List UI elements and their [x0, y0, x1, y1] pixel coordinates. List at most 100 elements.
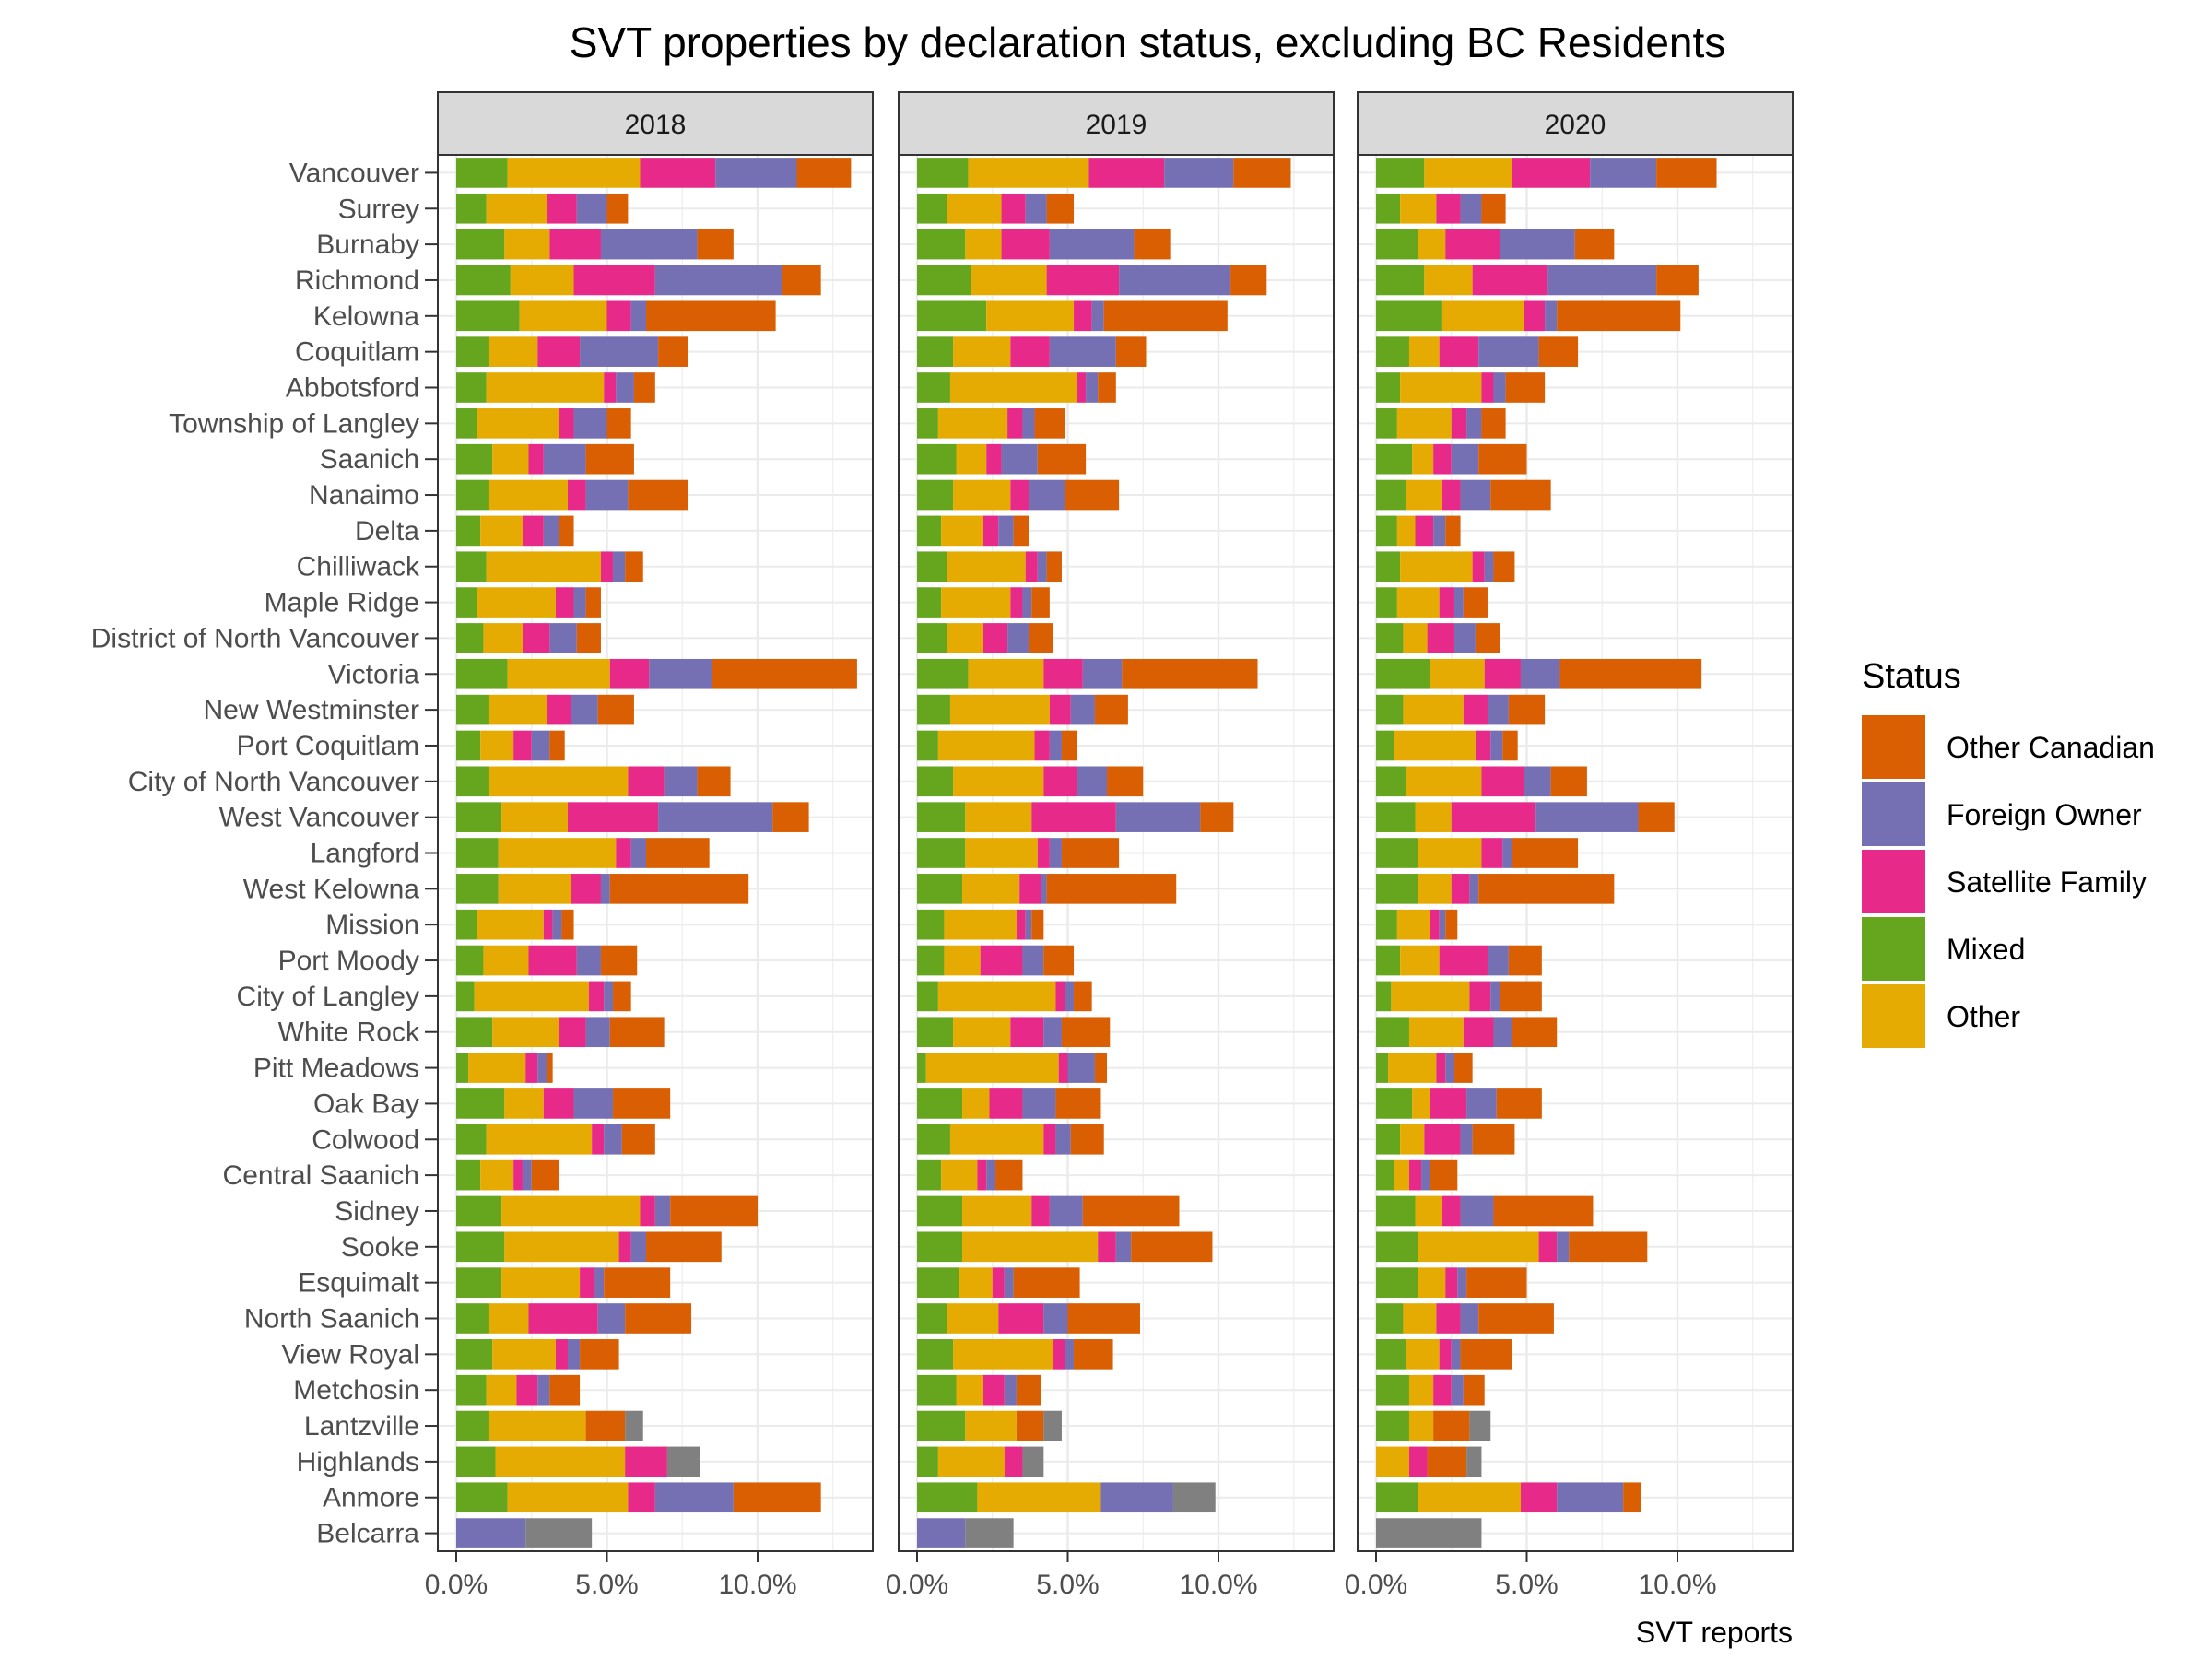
bar-2019-surrey-satellite-family: [1001, 193, 1026, 224]
bar-2020-port-moody-other: [1400, 945, 1440, 976]
bar-2018-port-moody-other: [483, 945, 529, 976]
bar-2019-sidney-other-canadian: [1082, 1195, 1180, 1227]
bar-2019-richmond-foreign-owner: [1119, 265, 1231, 296]
bar-2020-mission-other-canadian: [1445, 909, 1458, 940]
bar-2020-pitt-meadows-mixed: [1376, 1053, 1389, 1083]
bar-2018-coquitlam-other-canadian: [658, 336, 688, 367]
bar-2020-north-saanich-other: [1403, 1303, 1437, 1334]
bar-2018-coquitlam-mixed: [456, 336, 489, 367]
bar-2018-central-saanich-foreign-owner: [522, 1159, 532, 1191]
bar-2019-maple-ridge-other-canadian: [1031, 587, 1050, 618]
bar-2018-highlands-unlabeled: [666, 1446, 700, 1477]
bar-2020-port-coquitlam-mixed: [1376, 730, 1394, 761]
bar-2019-delta-satellite-family: [982, 515, 999, 547]
bar-2020-abbotsford-mixed: [1376, 372, 1401, 403]
bar-2020-north-saanich-satellite-family: [1436, 1303, 1461, 1334]
bar-2019-chilliwack-satellite-family: [1025, 551, 1038, 582]
bar-2020-anmore-other: [1418, 1482, 1521, 1513]
bar-2019-belcarra-foreign-owner: [917, 1518, 966, 1548]
bar-2020-esquimalt-satellite-family: [1445, 1267, 1458, 1298]
bar-2020-victoria-other-canadian: [1559, 658, 1702, 689]
bar-2020-richmond-foreign-owner: [1547, 265, 1657, 296]
bar-2019-city-of-langley-foreign-owner: [1065, 981, 1075, 1012]
bar-2019-pitt-meadows-other: [925, 1053, 1059, 1083]
bar-2018-sidney-other: [501, 1195, 641, 1227]
bar-2018-anmore-other-canadian: [733, 1482, 821, 1513]
bar-2019-west-vancouver-satellite-family: [1031, 802, 1116, 832]
legend-key-foreign-owner: [1862, 782, 1925, 846]
bar-2019-view-royal-other: [953, 1339, 1053, 1370]
bar-2019-west-vancouver-foreign-owner: [1115, 802, 1201, 832]
bar-2020-port-moody-satellite-family: [1439, 945, 1488, 976]
bar-2020-victoria-satellite-family: [1484, 658, 1521, 689]
bar-2020-lantzville-mixed: [1376, 1410, 1409, 1441]
bar-2018-esquimalt-satellite-family: [580, 1267, 595, 1298]
bar-2018-langford-satellite-family: [616, 838, 631, 868]
bar-2019-maple-ridge-other: [941, 587, 1011, 618]
bar-2020-vancouver-other-canadian: [1656, 158, 1717, 188]
x-axis-title: SVT reports: [1636, 1616, 1793, 1649]
bar-2018-colwood-satellite-family: [592, 1124, 605, 1155]
bar-2020-coquitlam-satellite-family: [1439, 336, 1479, 367]
bar-2020-west-kelowna-mixed: [1376, 874, 1418, 904]
bar-2019-sooke-foreign-owner: [1115, 1231, 1132, 1263]
bar-2019-kelowna-other: [986, 300, 1075, 332]
bar-2018-maple-ridge-mixed: [456, 587, 477, 618]
bar-2020-sidney-other: [1415, 1195, 1442, 1227]
bar-2020-lantzville-unlabeled: [1469, 1410, 1491, 1441]
bar-2019-nanaimo-foreign-owner: [1028, 479, 1065, 511]
bar-2020-district-of-north-vancouver-mixed: [1376, 623, 1404, 653]
y-tick-label-saanich: Saanich: [320, 444, 419, 475]
bar-2019-richmond-other-canadian: [1230, 265, 1267, 296]
bar-2018-north-saanich-other: [488, 1303, 529, 1334]
bar-2019-richmond-satellite-family: [1046, 265, 1120, 296]
bar-2019-lantzville-other-canadian: [1016, 1410, 1044, 1441]
bar-2019-colwood-other-canadian: [1070, 1124, 1104, 1155]
bar-2018-white-rock-foreign-owner: [585, 1017, 610, 1048]
legend-label-other: Other: [1947, 1000, 2020, 1033]
bar-2018-nanaimo-foreign-owner: [585, 479, 629, 511]
bar-2020-chilliwack-other: [1400, 551, 1473, 582]
category-labels: Vancouver Surrey Burnaby Richmond Kelowna Coq…: [91, 158, 438, 1549]
bar-2019-west-kelowna-other: [962, 874, 1020, 904]
bar-2018-new-westminster-satellite-family: [547, 694, 571, 725]
bar-2020-highlands-satellite-family: [1408, 1446, 1428, 1477]
y-tick-label-richmond: Richmond: [295, 265, 419, 296]
bar-2020-city-of-north-vancouver-other: [1406, 766, 1482, 797]
bar-2019-surrey-other: [947, 193, 1002, 224]
bar-2018-district-of-north-vancouver-other-canadian: [576, 623, 601, 653]
bar-2020-central-saanich-foreign-owner: [1421, 1159, 1430, 1191]
bar-2020-city-of-langley-other: [1391, 981, 1470, 1012]
bar-2020-maple-ridge-other: [1396, 587, 1440, 618]
bar-2019-maple-ridge-foreign-owner: [1022, 587, 1032, 618]
bar-2018-burnaby-mixed: [456, 229, 505, 260]
bar-2019-west-kelowna-mixed: [917, 874, 963, 904]
bar-2018-sooke-satellite-family: [618, 1231, 631, 1263]
bar-2018-metchosin-satellite-family: [516, 1374, 538, 1406]
bar-2019-abbotsford-mixed: [917, 372, 950, 403]
bar-2020-coquitlam-mixed: [1376, 336, 1409, 367]
y-tick-label-city-of-langley: City of Langley: [237, 982, 419, 1012]
bar-2020-vancouver-satellite-family: [1512, 158, 1591, 188]
bar-2019-langford-foreign-owner: [1049, 838, 1062, 868]
bar-2020-vancouver-foreign-owner: [1590, 158, 1657, 188]
bar-2019-burnaby-satellite-family: [1001, 229, 1050, 260]
bar-2020-white-rock-mixed: [1376, 1017, 1409, 1048]
panel-border-2020: [1357, 154, 1794, 1552]
bar-2018-richmond-foreign-owner: [654, 265, 782, 296]
y-tick-label-lantzville: Lantzville: [304, 1411, 419, 1441]
bar-2020-oak-bay-foreign-owner: [1466, 1088, 1497, 1119]
y-tick-label-port-coquitlam: Port Coquitlam: [237, 731, 419, 761]
bar-2020-kelowna-satellite-family: [1524, 300, 1546, 332]
bar-2018-west-kelowna-other: [498, 874, 571, 904]
bar-2020-coquitlam-other: [1408, 336, 1440, 367]
bar-2019-metchosin-foreign-owner: [1004, 1374, 1017, 1406]
bar-2019-west-vancouver-mixed: [917, 802, 966, 832]
facet-strip-2018: [437, 91, 874, 156]
bar-2018-langford-mixed: [456, 838, 499, 868]
bar-2019-white-rock-satellite-family: [1010, 1017, 1044, 1048]
y-tick-label-highlands: Highlands: [297, 1447, 419, 1477]
bar-2018-pitt-meadows-other-canadian: [547, 1053, 553, 1083]
bar-2018-oak-bay-other-canadian: [613, 1088, 671, 1119]
bar-2018-township-of-langley-other-canadian: [606, 408, 631, 439]
